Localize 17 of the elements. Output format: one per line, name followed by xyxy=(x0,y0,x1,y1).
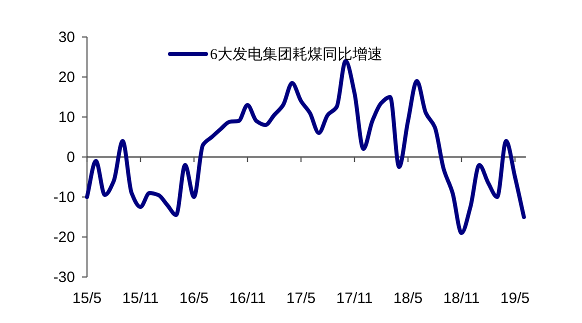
x-tick-label: 15/5 xyxy=(72,290,102,307)
x-tick-label: 17/11 xyxy=(336,290,373,307)
x-tick-label: 17/5 xyxy=(286,290,316,307)
y-tick-label: 30 xyxy=(58,29,75,46)
x-tick-label: 16/11 xyxy=(229,290,266,307)
x-tick-label: 18/5 xyxy=(393,290,423,307)
y-tick-label: -30 xyxy=(53,269,75,286)
y-tick-label: -20 xyxy=(53,229,75,246)
y-tick-label: 0 xyxy=(66,149,75,166)
x-tick-label: 15/11 xyxy=(122,290,159,307)
y-tick-label: 10 xyxy=(58,109,75,126)
legend-label: 6大发电集团耗煤同比增速 xyxy=(210,46,382,63)
x-tick-label: 19/5 xyxy=(500,290,530,307)
x-tick-label: 18/11 xyxy=(443,290,480,307)
y-tick-label: -10 xyxy=(53,189,75,206)
y-tick-label: 20 xyxy=(58,69,75,86)
x-tick-label: 16/5 xyxy=(179,290,209,307)
